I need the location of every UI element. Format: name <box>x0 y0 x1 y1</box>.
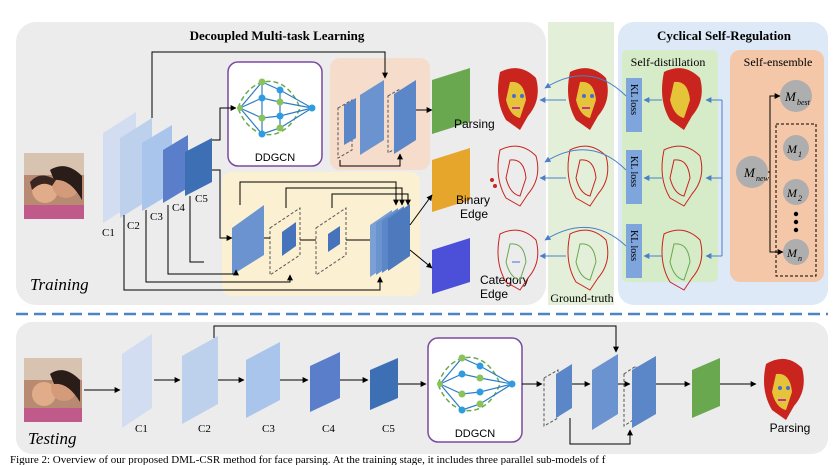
stage-c2-label: C2 <box>127 220 140 232</box>
test-output-parsing-block <box>692 358 720 418</box>
self-distillation-title: Self-distillation <box>631 55 706 69</box>
pred-category-edge-face <box>497 229 539 291</box>
stage-c3-label: C3 <box>150 211 163 223</box>
training-title: Decoupled Multi-task Learning <box>190 28 365 43</box>
gt-binary-edge-face <box>567 145 609 207</box>
svg-text:M: M <box>784 89 797 104</box>
kl-loss-binary-edge: KL loss <box>626 150 642 204</box>
test-stage-c2: C2 <box>182 336 218 435</box>
test-ddgcn-label: DDGCN <box>455 428 495 440</box>
backbone: C1 C2 C3 C4 C5 <box>102 112 212 239</box>
testing-connections <box>84 325 757 445</box>
test-stage-c2-label: C2 <box>198 423 211 435</box>
model-best-subscript: best <box>797 98 811 107</box>
ensemble-connections <box>768 93 784 255</box>
ground-truth-label: Ground-truth <box>550 291 613 305</box>
svg-text:M: M <box>786 246 798 260</box>
test-gcn-nodes <box>437 354 516 414</box>
self-ensemble-title: Self-ensemble <box>744 55 813 69</box>
testing-background <box>16 322 828 454</box>
training-panel: Decoupled Multi-task Learning Cyclical S… <box>16 22 828 305</box>
input-photo <box>24 153 84 219</box>
test-stage-c5: C5 <box>370 358 398 435</box>
testing-label: Testing <box>28 429 77 448</box>
model-best: M best <box>780 80 812 112</box>
svg-text:M: M <box>786 142 798 156</box>
ddgcn-block: DDGCN <box>227 61 323 167</box>
gt-category-edge-face <box>567 229 609 291</box>
model-new-subscript: new <box>756 174 770 183</box>
test-gcn-graph-icon <box>439 357 513 411</box>
teacher-category-edge-face <box>661 229 703 291</box>
testing-panel: Testing C1 C2 C3 C4 C5 <box>16 322 828 454</box>
output-binary-edge-line1: Binary <box>456 193 490 207</box>
gcn-graph-icon <box>239 81 313 135</box>
kl-loss-binary-edge-label: KL loss <box>628 156 639 187</box>
test-output-face <box>764 358 804 420</box>
pred-binary-edge-face <box>490 145 539 207</box>
stage-c5-label: C5 <box>195 193 208 205</box>
test-output-label: Parsing <box>770 421 811 435</box>
test-stage-c5-label: C5 <box>382 423 395 435</box>
model-2-subscript: 2 <box>798 194 802 203</box>
training-label: Training <box>30 275 89 294</box>
self-ensemble-models: M new M best M 1 M 2 <box>736 80 817 277</box>
test-ddgcn-block: DDGCN <box>427 337 523 443</box>
svg-text:M: M <box>743 165 756 180</box>
test-stage-c4: C4 <box>310 352 340 435</box>
svg-text:M: M <box>786 186 798 200</box>
test-input-photo <box>24 358 82 422</box>
test-stage-c3: C3 <box>246 342 280 435</box>
stage-c5: C5 <box>185 138 212 205</box>
kl-loss-parsing: KL loss <box>626 78 642 132</box>
stage-c4-label: C4 <box>172 202 185 214</box>
ground-truth-background <box>548 22 614 305</box>
gt-parsing-face <box>568 68 608 130</box>
figure-caption: Figure 2: Overview of our proposed DML-C… <box>10 454 606 465</box>
output-binary-edge: Binary Edge <box>432 148 490 221</box>
gcn-nodes <box>237 78 316 138</box>
ddgcn-label: DDGCN <box>255 152 295 164</box>
model-pool-box <box>775 123 817 277</box>
output-parsing: Parsing <box>432 68 495 134</box>
stage-c4: C4 <box>163 135 188 214</box>
test-stage-c4-label: C4 <box>322 423 335 435</box>
teacher-binary-edge-face <box>661 145 703 207</box>
test-stage-c1: C1 <box>122 334 152 435</box>
output-category-edge-line2: Edge <box>480 287 508 301</box>
model-n: M n <box>783 239 809 265</box>
model-new: M new <box>736 156 770 188</box>
model-ellipsis <box>793 211 799 233</box>
model-2: M 2 <box>783 179 809 205</box>
output-binary-edge-line2: Edge <box>460 207 488 221</box>
kl-loss-category-edge-label: KL loss <box>628 230 639 261</box>
test-stage-c1-label: C1 <box>135 423 148 435</box>
edge-decoder <box>222 172 420 296</box>
model-1: M 1 <box>783 135 809 161</box>
pred-parsing-face <box>498 68 538 130</box>
test-stage-c3-label: C3 <box>262 423 275 435</box>
test-parsing-decoder <box>543 354 656 430</box>
parsing-decoder <box>330 58 430 170</box>
output-parsing-label: Parsing <box>454 117 495 131</box>
training-connections <box>123 51 433 291</box>
model-n-subscript: n <box>798 254 802 263</box>
teacher-parsing-face <box>662 68 702 130</box>
model-1-subscript: 1 <box>798 150 802 159</box>
distillation-arrows <box>539 75 723 259</box>
csr-title: Cyclical Self-Regulation <box>657 28 792 43</box>
kl-loss-parsing-label: KL loss <box>628 84 639 115</box>
kl-loss-category-edge: KL loss <box>626 224 642 278</box>
stage-c1-label: C1 <box>102 227 115 239</box>
